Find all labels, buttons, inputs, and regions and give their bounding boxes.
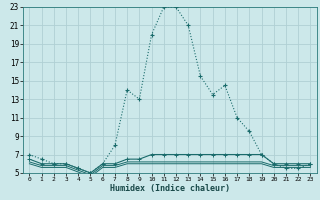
X-axis label: Humidex (Indice chaleur): Humidex (Indice chaleur): [110, 184, 230, 193]
